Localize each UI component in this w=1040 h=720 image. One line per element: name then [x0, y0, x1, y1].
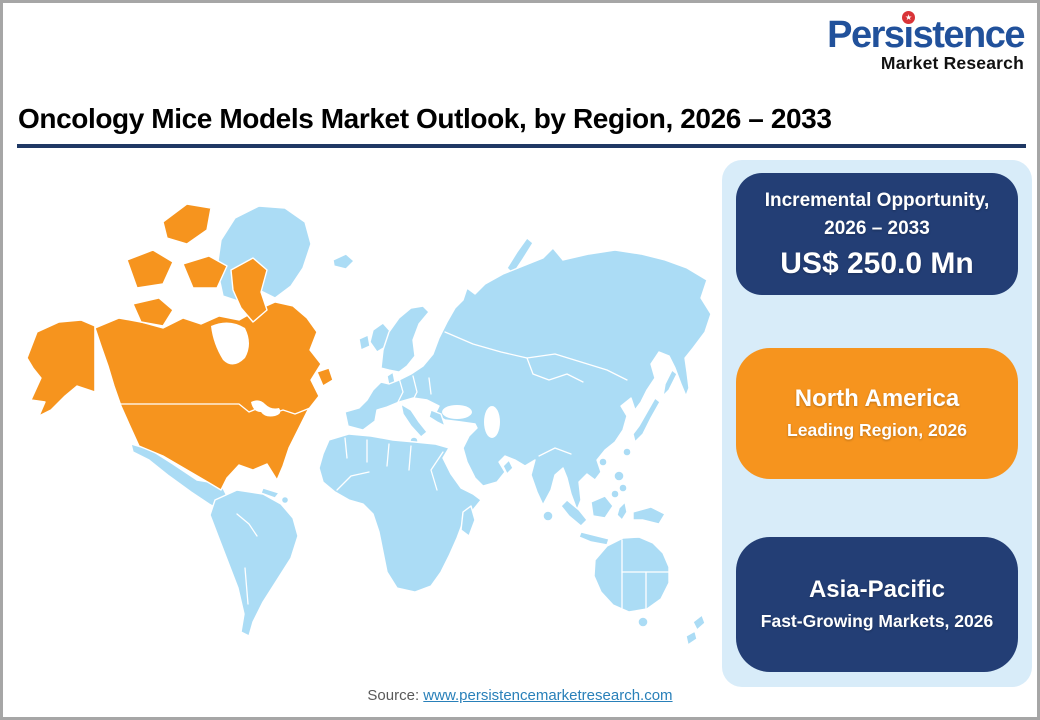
map-region-philippines-1 [613, 470, 625, 482]
map-region-australia [593, 536, 670, 613]
map-region-tasmania [637, 616, 649, 628]
map-region-africa [318, 433, 482, 593]
world-map [26, 203, 712, 646]
map-inland-water [211, 322, 500, 438]
map-region-greece [428, 409, 446, 427]
map-region-philippines-2 [618, 483, 628, 493]
map-region-new-guinea [632, 506, 666, 525]
map-region-sri-lanka [542, 510, 554, 522]
map-region-sulawesi [616, 501, 628, 521]
leading-region-subtitle: Leading Region, 2026 [787, 420, 967, 441]
map-border-lines [94, 325, 669, 611]
logo-tagline: Market Research [880, 53, 1024, 73]
map-region-sakhalin [662, 369, 678, 397]
card-leading-region: North America Leading Region, 2026 [736, 348, 1018, 479]
map-region-hainan [598, 457, 608, 467]
map-region-arctic-island-3 [182, 255, 228, 289]
card-fast-growing-region: Asia-Pacific Fast-Growing Markets, 2026 [736, 537, 1018, 672]
map-region-cuba [260, 487, 280, 499]
map-region-greenland [216, 205, 312, 303]
map-region-new-zealand-south [685, 630, 698, 646]
map-region-new-zealand-north [692, 614, 706, 631]
map-region-taiwan [622, 447, 632, 457]
incremental-opportunity-label: Incremental Opportunity, [764, 189, 990, 211]
map-hudson-bay [211, 322, 249, 365]
map-region-borneo [590, 495, 614, 519]
map-region-arctic-island-1 [162, 203, 212, 245]
map-region-philippines-3 [610, 489, 620, 499]
map-region-alaska [26, 319, 96, 417]
map-great-lakes [251, 400, 281, 417]
card-incremental-opportunity: Incremental Opportunity, 2026 – 2033 US$… [736, 173, 1018, 295]
map-region-arabia-oman [502, 459, 514, 475]
incremental-opportunity-value: US$ 250.0 Mn [780, 246, 974, 280]
map-region-java [578, 531, 610, 546]
map-region-italy [400, 403, 428, 438]
source-label: Source: [367, 687, 420, 704]
map-region-north-america [26, 203, 334, 491]
map-region-iceland [332, 253, 355, 270]
stats-panel: Incremental Opportunity, 2026 – 2033 US$… [722, 160, 1032, 687]
map-region-scandinavia [380, 305, 430, 373]
map-region-sumatra [560, 499, 588, 527]
map-region-madagascar [460, 505, 476, 537]
map-region-arctic-island-4 [132, 297, 174, 327]
map-region-canada-usa [94, 301, 322, 491]
map-region-eurasia [344, 247, 712, 511]
source-link[interactable]: www.persistencemarketresearch.com [423, 687, 673, 704]
source-line: Source: www.persistencemarketresearch.co… [0, 687, 1040, 704]
title-underline [17, 144, 1026, 148]
map-world-landmass [130, 205, 712, 646]
page-title: Oncology Mice Models Market Outlook, by … [18, 103, 832, 134]
fast-growing-region-subtitle: Fast-Growing Markets, 2026 [760, 611, 994, 632]
map-region-south-america [209, 489, 299, 637]
logo-star-icon: ★ [902, 11, 916, 24]
map-caspian-sea [484, 406, 500, 438]
map-region-baffin-island [230, 257, 268, 323]
leading-region-title: North America [794, 384, 960, 412]
map-region-hispaniola [280, 495, 290, 505]
logo: Persi ★ stence Market Research [827, 11, 1026, 73]
incremental-opportunity-period: 2026 – 2033 [824, 218, 930, 239]
map-region-ireland [358, 334, 371, 351]
map-black-sea [442, 405, 472, 419]
map-region-newfoundland [316, 367, 334, 387]
map-region-arctic-island-2 [126, 249, 174, 289]
logo-brand-text: Persi ★ stence [827, 11, 1026, 56]
map-region-japan [632, 397, 661, 443]
fast-growing-region-title: Asia-Pacific [808, 575, 946, 603]
